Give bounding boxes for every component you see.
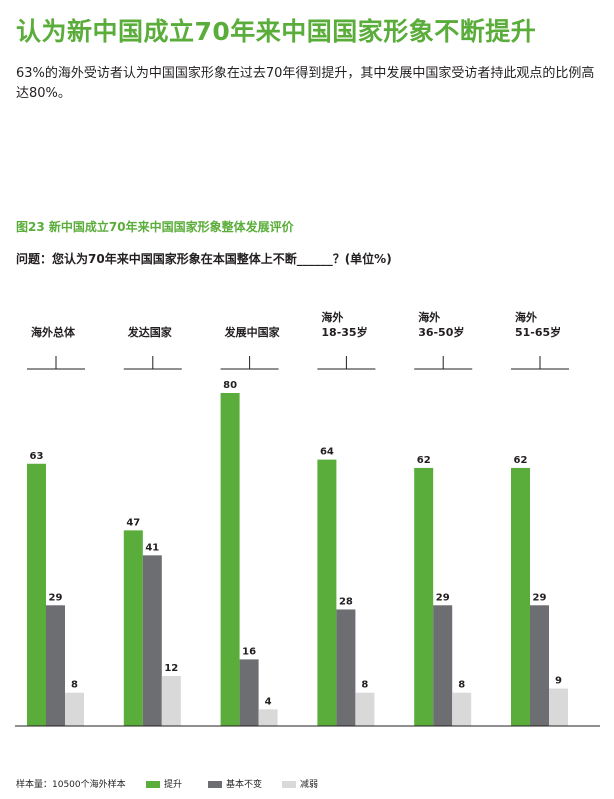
- category-label: 发达国家: [127, 325, 173, 339]
- bar-rise: [317, 459, 337, 726]
- legend-item-rise: 提升: [146, 777, 182, 790]
- data-label: 8: [361, 680, 368, 691]
- legend-swatch-unchanged: [208, 781, 222, 788]
- bar-decline: [549, 688, 568, 726]
- bar-chart: 海外总体63298发达国家474112发展中国家80164海外18-35岁642…: [15, 310, 600, 727]
- data-label: 62: [417, 455, 431, 466]
- data-label: 29: [436, 592, 450, 603]
- bar-decline: [355, 692, 375, 726]
- data-label: 29: [49, 592, 63, 603]
- bar-decline: [65, 692, 84, 726]
- sample-size-note: 样本量：10500个海外样本: [16, 780, 126, 790]
- bar-unchanged: [46, 605, 65, 726]
- data-label: 80: [223, 380, 237, 391]
- data-label: 29: [533, 592, 547, 603]
- data-label: 9: [555, 676, 562, 687]
- category-label: 海外: [321, 310, 343, 324]
- legend-label-decline: 减弱: [300, 780, 319, 790]
- bar-decline: [161, 676, 181, 726]
- data-label: 16: [242, 646, 256, 657]
- category-label: 海外: [515, 310, 537, 324]
- bar-unchanged: [239, 659, 259, 726]
- category-label: 51-65岁: [515, 325, 561, 339]
- bar-rise: [414, 467, 434, 726]
- legend-item-decline: 减弱: [282, 777, 318, 790]
- survey-question: 问题：您认为70年来中国国家形象在本国整体上不断______？(单位%): [16, 252, 392, 266]
- data-label: 47: [126, 517, 140, 528]
- legend-label-rise: 提升: [164, 780, 183, 790]
- data-label: 64: [320, 447, 334, 458]
- category-label: 海外总体: [31, 325, 76, 339]
- page-title: 认为新中国成立70年来中国国家形象不断提升: [16, 17, 537, 46]
- data-label: 12: [164, 663, 178, 674]
- legend-swatch-decline: [282, 781, 296, 788]
- bar-rise: [511, 467, 530, 726]
- category-label: 36-50岁: [418, 325, 464, 339]
- figure-title: 图23 新中国成立70年来中国国家形象整体发展评价: [16, 220, 294, 234]
- bar-unchanged: [336, 609, 356, 726]
- category-label: 海外: [418, 310, 440, 324]
- bar-decline: [258, 709, 278, 726]
- intro-paragraph: 63%的海外受访者认为中国国家形象在过去70年得到提升，其中发展中国家受访者持此…: [16, 66, 595, 101]
- bar-unchanged: [142, 555, 162, 726]
- bar-decline: [452, 692, 472, 726]
- bar-rise: [123, 530, 143, 726]
- category-label: 发展中国家: [224, 325, 281, 339]
- data-label: 4: [265, 696, 272, 707]
- data-label: 8: [71, 680, 78, 691]
- bar-unchanged: [433, 605, 453, 726]
- data-label: 41: [145, 542, 159, 553]
- data-label: 28: [339, 596, 353, 607]
- legend-swatch-rise: [146, 781, 160, 788]
- legend-label-unchanged: 基本不变: [226, 780, 263, 790]
- bar-rise: [220, 393, 240, 726]
- data-label: 62: [514, 455, 528, 466]
- bar-rise: [27, 463, 46, 726]
- bar-unchanged: [530, 605, 549, 726]
- legend-item-unchanged: 基本不变: [208, 777, 262, 790]
- data-label: 8: [458, 680, 465, 691]
- category-label: 18-35岁: [321, 325, 367, 339]
- data-label: 63: [30, 451, 44, 462]
